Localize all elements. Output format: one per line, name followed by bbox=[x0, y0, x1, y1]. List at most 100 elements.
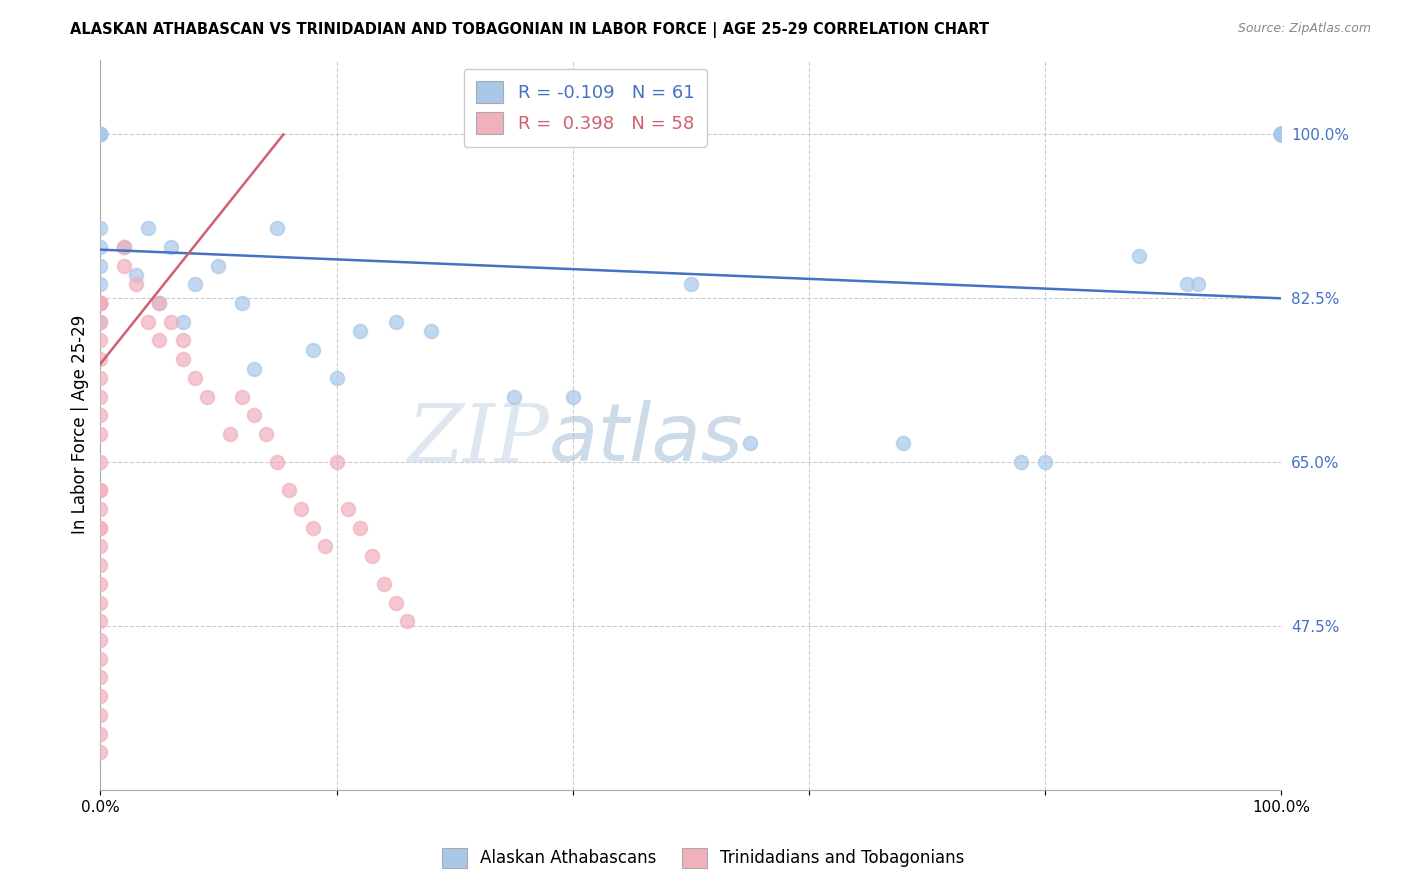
Point bbox=[89, 277, 111, 292]
Point bbox=[89, 521, 111, 535]
Point bbox=[243, 361, 266, 376]
Point bbox=[89, 726, 111, 740]
Point bbox=[1270, 128, 1292, 142]
Point bbox=[136, 221, 159, 235]
Point bbox=[1270, 128, 1292, 142]
Y-axis label: In Labor Force | Age 25-29: In Labor Force | Age 25-29 bbox=[72, 315, 89, 534]
Point bbox=[1270, 128, 1292, 142]
Point bbox=[1270, 128, 1292, 142]
Point bbox=[89, 296, 111, 310]
Point bbox=[1270, 128, 1292, 142]
Point bbox=[349, 521, 371, 535]
Point bbox=[89, 128, 111, 142]
Point bbox=[1270, 128, 1292, 142]
Point bbox=[89, 652, 111, 666]
Point bbox=[112, 240, 135, 254]
Point bbox=[1010, 455, 1032, 469]
Point bbox=[125, 277, 148, 292]
Point bbox=[1175, 277, 1198, 292]
Point bbox=[89, 296, 111, 310]
Point bbox=[89, 540, 111, 554]
Point bbox=[1270, 128, 1292, 142]
Point bbox=[266, 221, 288, 235]
Point bbox=[136, 315, 159, 329]
Point bbox=[1270, 128, 1292, 142]
Point bbox=[89, 708, 111, 723]
Point bbox=[1033, 455, 1056, 469]
Point bbox=[219, 427, 242, 442]
Text: Source: ZipAtlas.com: Source: ZipAtlas.com bbox=[1237, 22, 1371, 36]
Point bbox=[384, 315, 406, 329]
Point bbox=[89, 128, 111, 142]
Point bbox=[278, 483, 301, 498]
Point bbox=[89, 427, 111, 442]
Point bbox=[325, 455, 347, 469]
Point bbox=[184, 371, 207, 385]
Point bbox=[89, 296, 111, 310]
Legend: R = -0.109   N = 61, R =  0.398   N = 58: R = -0.109 N = 61, R = 0.398 N = 58 bbox=[464, 69, 707, 147]
Point bbox=[89, 671, 111, 685]
Point bbox=[89, 296, 111, 310]
Point bbox=[89, 221, 111, 235]
Point bbox=[738, 436, 761, 450]
Point bbox=[349, 324, 371, 338]
Point bbox=[89, 558, 111, 573]
Point bbox=[290, 502, 312, 516]
Point bbox=[266, 455, 288, 469]
Point bbox=[89, 296, 111, 310]
Point bbox=[112, 259, 135, 273]
Point bbox=[89, 690, 111, 704]
Point bbox=[89, 371, 111, 385]
Point bbox=[89, 502, 111, 516]
Point bbox=[195, 390, 218, 404]
Point bbox=[1270, 128, 1292, 142]
Point bbox=[384, 596, 406, 610]
Point bbox=[561, 390, 583, 404]
Point bbox=[172, 352, 194, 367]
Point bbox=[148, 334, 170, 348]
Point bbox=[1270, 128, 1292, 142]
Point bbox=[1270, 128, 1292, 142]
Point bbox=[89, 315, 111, 329]
Point bbox=[302, 521, 325, 535]
Point bbox=[337, 502, 360, 516]
Point bbox=[1270, 128, 1292, 142]
Point bbox=[89, 315, 111, 329]
Point bbox=[420, 324, 443, 338]
Point bbox=[1270, 128, 1292, 142]
Point bbox=[243, 409, 266, 423]
Point bbox=[314, 540, 336, 554]
Point bbox=[160, 240, 183, 254]
Point bbox=[89, 334, 111, 348]
Point bbox=[1270, 128, 1292, 142]
Point bbox=[89, 352, 111, 367]
Point bbox=[89, 615, 111, 629]
Point bbox=[89, 128, 111, 142]
Point bbox=[160, 315, 183, 329]
Point bbox=[89, 240, 111, 254]
Point bbox=[112, 240, 135, 254]
Point bbox=[396, 615, 419, 629]
Point bbox=[148, 296, 170, 310]
Point bbox=[89, 633, 111, 648]
Point bbox=[172, 315, 194, 329]
Point bbox=[1270, 128, 1292, 142]
Text: atlas: atlas bbox=[548, 401, 744, 478]
Point bbox=[89, 745, 111, 759]
Point bbox=[1270, 128, 1292, 142]
Point bbox=[1270, 128, 1292, 142]
Point bbox=[325, 371, 347, 385]
Point bbox=[89, 128, 111, 142]
Point bbox=[231, 296, 253, 310]
Point bbox=[89, 521, 111, 535]
Point bbox=[254, 427, 277, 442]
Point bbox=[89, 577, 111, 591]
Legend: Alaskan Athabascans, Trinidadians and Tobagonians: Alaskan Athabascans, Trinidadians and To… bbox=[434, 841, 972, 875]
Point bbox=[89, 483, 111, 498]
Text: ALASKAN ATHABASCAN VS TRINIDADIAN AND TOBAGONIAN IN LABOR FORCE | AGE 25-29 CORR: ALASKAN ATHABASCAN VS TRINIDADIAN AND TO… bbox=[70, 22, 990, 38]
Point bbox=[302, 343, 325, 357]
Point bbox=[89, 409, 111, 423]
Point bbox=[89, 296, 111, 310]
Point bbox=[373, 577, 395, 591]
Point bbox=[184, 277, 207, 292]
